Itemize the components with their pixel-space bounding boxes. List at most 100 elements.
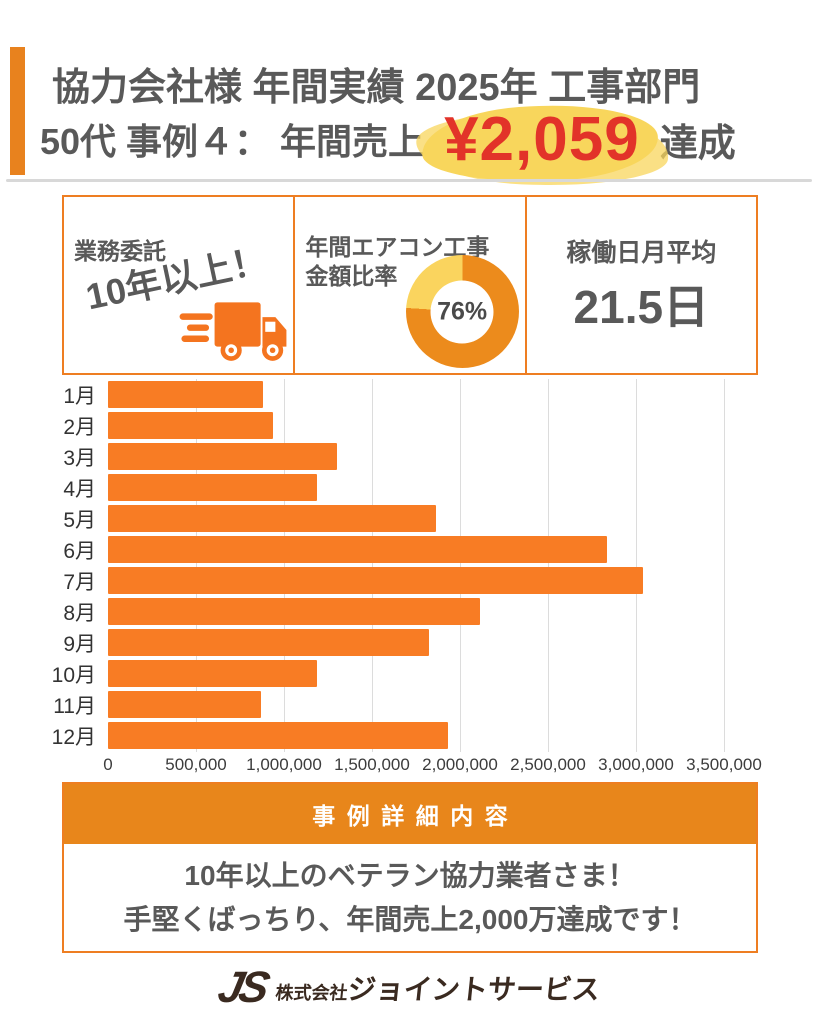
case-detail-line2: 手堅くばっちり、年間売上2,000万達成です！ xyxy=(123,903,697,935)
bar xyxy=(108,443,337,470)
case-detail-banner: 事例詳細内容 xyxy=(64,784,756,844)
x-tick-label: 0 xyxy=(103,755,113,774)
bar-row: 1月 xyxy=(0,379,758,410)
chart-rows: 1月 2月 3月 4月 5月 6月 7月 8月 9月 10月 11月 12月 xyxy=(0,379,758,751)
x-tick-label: 2,000,000 xyxy=(422,755,498,774)
x-tick-label: 1,000,000 xyxy=(246,755,322,774)
category-label: 9月 xyxy=(63,632,96,656)
gridline xyxy=(548,379,549,752)
chart-gridlines xyxy=(108,379,725,752)
bar-row: 7月 xyxy=(0,565,758,596)
working-days-label: 稼働日月平均 xyxy=(566,239,717,267)
chart-x-axis: 0 500,000 1,000,000 1,500,000 2,000,000 2,500… xyxy=(103,755,762,779)
category-label: 6月 xyxy=(63,539,96,563)
bar-row: 10月 xyxy=(0,658,758,689)
header-accent-bar xyxy=(10,47,25,175)
subtitle-suffix: 達成 xyxy=(659,122,736,165)
monthly-sales-bar-chart: 1月 2月 3月 4月 5月 6月 7月 8月 9月 10月 11月 12月 0 500,000 1,00… xyxy=(0,379,819,777)
category-label: 4月 xyxy=(63,477,96,501)
gridline xyxy=(636,379,637,752)
bar xyxy=(108,691,262,718)
bar xyxy=(108,412,273,439)
gridline xyxy=(284,379,285,752)
category-label: 2月 xyxy=(63,415,96,439)
bar-track xyxy=(108,629,724,656)
bar-track xyxy=(108,567,724,594)
stat-box-outsourcing: 業務委託 10年以上！ xyxy=(62,195,296,375)
case-detail-line1: 10年以上のベテラン協力業者さま！ xyxy=(184,860,636,892)
category-label: 10月 xyxy=(51,663,96,687)
gridline xyxy=(372,379,373,752)
bar-track xyxy=(108,536,724,563)
footer: JS 株式会社 ジョイントサービス xyxy=(0,960,819,1016)
company-name: 株式会社 ジョイントサービス xyxy=(274,968,602,1008)
bar xyxy=(108,567,644,594)
delivery-truck-icon xyxy=(179,302,287,361)
aircon-ratio-label-line2: 金額比率 xyxy=(305,262,398,289)
stat-box-aircon-ratio: 年間エアコン工事 金額比率 76% xyxy=(293,195,527,375)
bar-track xyxy=(108,505,724,532)
bar-track xyxy=(108,660,724,687)
category-label: 3月 xyxy=(63,446,96,470)
bar-track xyxy=(108,722,724,749)
bar-row: 2月 xyxy=(0,410,758,441)
company-name-prefix: 株式会社 xyxy=(274,983,349,1003)
subtitle-prefix: 50代 事例４： 年間売上 xyxy=(40,121,425,162)
gridline xyxy=(196,379,197,752)
bar-row: 11月 xyxy=(0,689,758,720)
bar-track xyxy=(108,443,724,470)
bar xyxy=(108,598,481,625)
bar-row: 4月 xyxy=(0,472,758,503)
category-label: 12月 xyxy=(51,725,96,749)
company-name-main: ジョイントサービス xyxy=(346,974,602,1005)
bar-row: 3月 xyxy=(0,441,758,472)
bar xyxy=(108,629,430,656)
working-days-value: 21.5日 xyxy=(573,281,710,333)
bar-row: 6月 xyxy=(0,534,758,565)
category-label: 1月 xyxy=(63,384,96,408)
x-tick-label: 2,500,000 xyxy=(510,755,586,774)
bar xyxy=(108,474,318,501)
category-label: 8月 xyxy=(63,601,96,625)
bar-track xyxy=(108,691,724,718)
bar xyxy=(108,381,263,408)
x-tick-label: 3,500,000 xyxy=(686,755,762,774)
bar-track xyxy=(108,381,724,408)
x-tick-label: 500,000 xyxy=(165,755,227,774)
company-logo-icon: JS xyxy=(213,963,270,1012)
bar-track xyxy=(108,412,724,439)
donut-chart-76-percent: 76% xyxy=(405,255,519,368)
page-subtitle: 50代 事例４： 年間売上 ¥2,059 達成 xyxy=(40,100,736,185)
bar-row: 9月 xyxy=(0,627,758,658)
bar xyxy=(108,722,448,749)
bar-track xyxy=(108,474,724,501)
bar xyxy=(108,536,607,563)
case-detail-box: 事例詳細内容 10年以上のベテラン協力業者さま！ 手堅くばっちり、年間売上2,0… xyxy=(62,782,758,953)
bar xyxy=(108,505,437,532)
x-tick-label: 1,500,000 xyxy=(334,755,410,774)
aircon-ratio-label: 年間エアコン工事 金額比率 xyxy=(305,233,489,291)
category-label: 11月 xyxy=(53,694,96,718)
category-label: 7月 xyxy=(63,570,96,594)
header-divider xyxy=(6,179,812,182)
stat-box-working-days: 稼働日月平均 21.5日 xyxy=(524,195,758,375)
bar-row: 5月 xyxy=(0,503,758,534)
donut-percent-label: 76% xyxy=(437,297,488,325)
page-title: 協力会社様 年間実績 2025年 工事部門 xyxy=(52,67,701,109)
case-detail-body: 10年以上のベテラン協力業者さま！ 手堅くばっちり、年間売上2,000万達成です… xyxy=(64,844,756,951)
bar-row: 8月 xyxy=(0,596,758,627)
bar-row: 12月 xyxy=(0,720,758,751)
category-label: 5月 xyxy=(63,508,96,532)
donut-hole: 76% xyxy=(430,280,494,343)
gridline xyxy=(724,379,725,752)
outsourcing-label: 業務委託 xyxy=(74,238,166,264)
bar-track xyxy=(108,598,724,625)
gridline xyxy=(460,379,461,752)
annual-sales-amount-wrap: ¥2,059 xyxy=(420,101,659,185)
x-tick-label: 3,000,000 xyxy=(598,755,674,774)
stats-row: 業務委託 10年以上！ 年間エアコン工事 金額比率 xyxy=(62,195,758,375)
bar xyxy=(108,660,318,687)
annual-sales-amount: ¥2,059 xyxy=(444,104,640,174)
case-detail-banner-label: 事例詳細内容 xyxy=(312,803,520,829)
